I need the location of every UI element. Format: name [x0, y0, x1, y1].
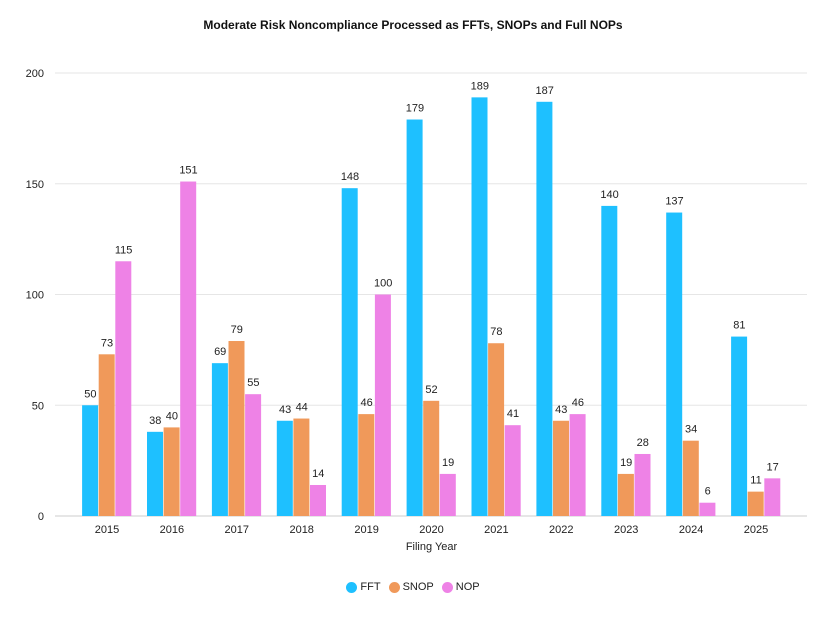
x-tick-label: 2022 — [549, 524, 573, 536]
data-label: 43 — [279, 404, 291, 416]
bar-fft — [147, 431, 163, 516]
data-label: 78 — [490, 326, 502, 338]
x-tick-label: 2015 — [95, 524, 119, 536]
y-tick-label: 100 — [26, 290, 44, 302]
legend-item-nop[interactable]: NOP — [441, 581, 480, 593]
bar-nop — [439, 473, 456, 516]
x-tick-label: 2023 — [614, 524, 638, 536]
data-label: 73 — [101, 337, 113, 349]
bar-nop — [180, 181, 197, 516]
bar-fft — [82, 405, 99, 516]
y-tick-label: 0 — [38, 511, 44, 523]
data-label: 34 — [685, 424, 697, 436]
legend-item-snop[interactable]: SNOP — [388, 581, 434, 593]
x-axis-label: Filing Year — [406, 541, 458, 553]
bar-fft — [341, 188, 358, 516]
bar-snop — [488, 343, 505, 516]
data-label: 151 — [179, 165, 197, 177]
data-label: 41 — [507, 408, 519, 420]
bar-snop — [747, 491, 764, 516]
bar-nop — [245, 394, 262, 516]
bar-snop — [228, 341, 245, 516]
bar-snop — [423, 400, 440, 516]
bar-fft — [471, 97, 488, 517]
data-label: 55 — [247, 377, 259, 389]
data-label: 19 — [620, 457, 632, 469]
data-label: 100 — [374, 278, 392, 290]
bar-snop — [98, 354, 115, 516]
bar-fft — [406, 119, 423, 516]
bar-fft — [666, 212, 683, 517]
x-tick-label: 2019 — [354, 524, 378, 536]
bar-nop — [699, 502, 716, 516]
data-label: 43 — [555, 404, 567, 416]
data-label: 40 — [166, 410, 178, 422]
y-tick-label: 200 — [26, 68, 44, 80]
x-tick-label: 2021 — [484, 524, 508, 536]
data-label: 38 — [149, 415, 161, 427]
bar-nop — [374, 294, 391, 516]
data-label: 179 — [406, 103, 424, 115]
data-label: 50 — [84, 388, 96, 400]
data-label: 46 — [572, 397, 584, 409]
bar-fft — [601, 205, 618, 516]
x-tick-label: 2025 — [744, 524, 768, 536]
data-label: 44 — [296, 402, 308, 414]
legend-item-fft[interactable]: FFT — [346, 581, 381, 593]
data-label: 79 — [231, 324, 243, 336]
bar-nop — [504, 425, 521, 516]
data-label: 6 — [705, 486, 711, 498]
data-label: 187 — [536, 85, 554, 97]
chart-title: Moderate Risk Noncompliance Processed as… — [203, 18, 623, 32]
legend-label: FFT — [360, 581, 381, 593]
bar-fft — [536, 101, 553, 517]
data-label: 17 — [766, 461, 778, 473]
data-label: 189 — [471, 80, 489, 92]
bar-fft — [211, 363, 228, 516]
y-tick-label: 50 — [32, 400, 44, 412]
legend: FFT SNOP NOP — [0, 581, 826, 593]
data-label: 148 — [341, 171, 359, 183]
data-label: 52 — [425, 384, 437, 396]
bar-snop — [617, 473, 634, 516]
bar-fft — [276, 420, 293, 516]
x-tick-label: 2024 — [679, 524, 703, 536]
data-label: 28 — [637, 437, 649, 449]
bar-nop — [634, 453, 651, 516]
bar-nop — [310, 484, 326, 516]
x-tick-label: 2017 — [225, 524, 249, 536]
data-label: 115 — [115, 244, 133, 256]
data-label: 69 — [214, 346, 226, 358]
data-label: 81 — [733, 320, 745, 332]
legend-marker — [441, 581, 453, 593]
data-label: 140 — [600, 189, 618, 201]
bar-nop — [764, 478, 781, 516]
data-label: 19 — [442, 457, 454, 469]
x-tick-label: 2016 — [160, 524, 184, 536]
bar-snop — [163, 427, 180, 516]
legend-marker — [388, 581, 400, 593]
legend-label: SNOP — [402, 581, 434, 593]
x-tick-label: 2020 — [419, 524, 443, 536]
bar-snop — [553, 420, 569, 516]
data-label: 14 — [312, 468, 324, 480]
data-label: 137 — [665, 196, 683, 208]
bar-fft — [731, 336, 748, 516]
legend-label: NOP — [455, 581, 480, 593]
data-label: 46 — [360, 397, 372, 409]
data-label: 11 — [750, 475, 761, 487]
bar-nop — [569, 414, 586, 516]
y-tick-label: 150 — [26, 179, 44, 191]
x-tick-label: 2018 — [289, 524, 313, 536]
bar-snop — [293, 418, 310, 516]
bar-nop — [115, 261, 132, 516]
legend-marker — [346, 581, 358, 593]
bar-snop — [358, 414, 375, 516]
bar-snop — [682, 440, 699, 516]
